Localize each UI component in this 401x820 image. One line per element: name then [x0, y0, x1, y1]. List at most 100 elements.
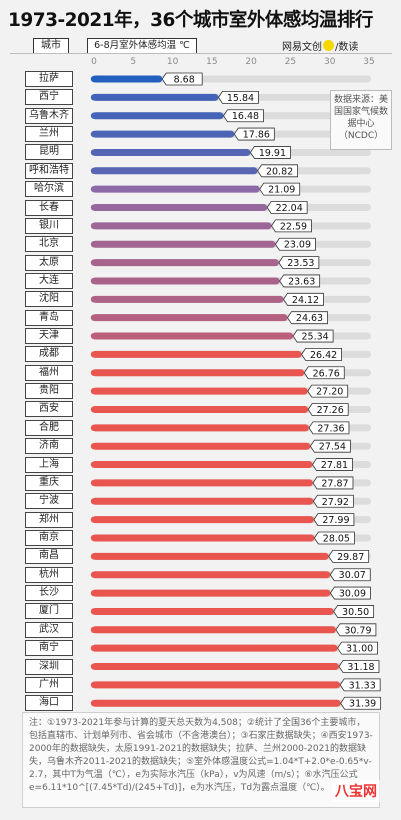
category-label: 广州	[25, 676, 73, 693]
category-label: 乌鲁木齐	[25, 107, 73, 124]
value-label: 29.87	[337, 552, 364, 563]
bar-track	[92, 75, 371, 83]
bar	[92, 571, 331, 579]
value-label: 25.34	[301, 332, 328, 343]
bar-start-dot	[90, 222, 98, 230]
bar-start-dot	[90, 94, 98, 101]
category-label: 杭州	[25, 566, 73, 583]
bar-start-dot	[90, 498, 98, 505]
x-tick-label: 5	[130, 57, 136, 67]
value-label-box	[266, 201, 308, 214]
value-label-box	[271, 219, 312, 233]
bar	[92, 167, 258, 175]
bar	[92, 589, 331, 597]
value-label-box	[249, 146, 291, 159]
value-label-box	[303, 366, 345, 380]
category-label: 重庆	[25, 474, 73, 491]
value-label: 23.53	[287, 258, 314, 269]
category-label: 深圳	[25, 658, 73, 675]
value-label: 20.82	[266, 166, 293, 177]
bar-start-dot	[90, 663, 98, 670]
value-label: 27.81	[321, 460, 348, 471]
category-label: 沈阳	[25, 291, 73, 308]
value-label-box	[312, 476, 354, 490]
bar	[92, 479, 313, 487]
bar-start-dot	[90, 424, 98, 432]
bar	[92, 405, 309, 413]
bar-start-dot	[90, 75, 98, 83]
bar	[92, 442, 311, 450]
value-label-box	[217, 90, 259, 104]
value-label: 31.33	[349, 680, 376, 691]
bar-chart: 0 5 10 15 20 25 30 35 8.68 15.84 16.48 17.86 19.91 20…	[90, 57, 382, 710]
bar-start-dot	[90, 167, 98, 174]
value-label: 26.76	[313, 368, 340, 379]
brand-right: /数读	[335, 42, 359, 53]
bar-start-dot	[90, 571, 98, 578]
value-label-box	[338, 660, 380, 673]
category-label: 福州	[25, 364, 73, 381]
bar	[92, 497, 314, 505]
brand-mid: 文创	[302, 42, 322, 53]
bar	[92, 607, 334, 615]
bar-start-dot	[90, 277, 98, 285]
category-label: 青岛	[25, 309, 73, 326]
bar	[92, 222, 272, 230]
bar	[92, 552, 329, 560]
bar-start-dot	[90, 534, 98, 542]
x-tick-label: 10	[167, 57, 179, 67]
bar	[92, 681, 341, 689]
value-label: 31.39	[349, 699, 376, 710]
category-label: 成都	[25, 346, 73, 363]
bar	[92, 350, 302, 358]
category-label: 郑州	[25, 511, 73, 528]
value-label-box	[328, 549, 370, 563]
value-label-box	[301, 348, 342, 361]
value-label-box	[335, 623, 377, 637]
bar	[92, 424, 309, 432]
bar-start-dot	[90, 479, 98, 487]
value-label-box	[339, 678, 381, 692]
value-label: 16.48	[232, 111, 259, 122]
value-label: 22.04	[276, 203, 303, 214]
value-label-box	[337, 641, 378, 655]
category-label: 南宁	[25, 640, 73, 657]
value-label: 27.20	[316, 387, 343, 398]
bar-start-dot	[90, 296, 98, 303]
value-label-box	[309, 439, 351, 453]
value-label: 24.12	[292, 295, 319, 306]
bar	[92, 644, 338, 652]
category-label: 合肥	[25, 419, 73, 436]
bar	[92, 516, 314, 524]
value-label-box	[223, 109, 264, 123]
bar-start-dot	[90, 387, 98, 395]
value-label: 28.05	[323, 534, 350, 545]
bar	[92, 387, 308, 395]
bar-start-dot	[90, 369, 98, 376]
bar	[92, 112, 224, 120]
value-label-box	[278, 256, 320, 269]
value-label-box	[307, 403, 349, 416]
bar-start-dot	[90, 589, 98, 597]
value-label-box	[329, 586, 371, 600]
value-label: 30.07	[339, 570, 366, 581]
category-label: 昆明	[25, 144, 73, 161]
bar	[92, 332, 294, 340]
bar-start-dot	[90, 241, 98, 248]
x-tick-label: 20	[245, 57, 257, 67]
bar	[92, 277, 280, 285]
brand-dot-icon	[323, 40, 334, 51]
bar	[92, 461, 313, 469]
value-label-box	[292, 329, 334, 343]
bar-start-dot	[90, 461, 98, 468]
value-label-box	[333, 605, 375, 618]
brand-left: 网易	[282, 42, 302, 53]
category-label: 厦门	[25, 603, 73, 620]
category-label: 银川	[25, 217, 73, 234]
value-label-box	[283, 292, 324, 306]
value-label-box	[329, 568, 371, 582]
category-label: 天津	[25, 328, 73, 345]
value-label-box	[312, 458, 353, 471]
value-label-box	[233, 127, 275, 141]
value-label: 27.87	[321, 478, 348, 489]
